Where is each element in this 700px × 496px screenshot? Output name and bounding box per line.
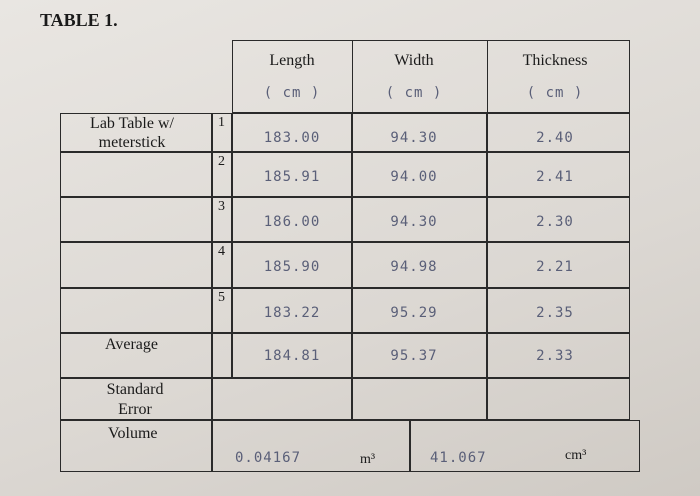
measurement: 95.29 — [390, 305, 438, 321]
column-header: Length — [269, 52, 315, 69]
table-cell — [212, 197, 232, 242]
measurement: 94.30 — [390, 130, 438, 146]
row-number: 2 — [218, 154, 225, 169]
table-cell — [212, 420, 410, 472]
row-number: 5 — [218, 290, 225, 305]
volume-value: 0.04167 — [235, 450, 302, 466]
table-cell — [352, 113, 487, 152]
measurement: 183.22 — [263, 305, 321, 321]
table-cell — [232, 288, 352, 333]
table-cell — [212, 333, 232, 378]
row-number: 3 — [218, 199, 225, 214]
table-cell — [352, 152, 487, 197]
table-cell — [212, 242, 232, 288]
volume-unit: cm³ — [565, 448, 587, 463]
table-cell — [487, 288, 630, 333]
column-header: Thickness — [522, 52, 588, 69]
table-cell — [232, 242, 352, 288]
table-cell — [487, 113, 630, 152]
measurement: 94.00 — [390, 169, 438, 185]
column-unit: ( cm ) — [385, 85, 443, 101]
table-cell — [60, 378, 212, 420]
table-cell — [212, 152, 232, 197]
measurement: 2.30 — [536, 214, 574, 230]
volume-value: 41.067 — [430, 450, 487, 466]
table-cell — [212, 378, 352, 420]
table-cell — [232, 113, 352, 152]
measurement: 185.90 — [263, 259, 321, 275]
table-cell — [212, 288, 232, 333]
table-cell — [60, 113, 212, 152]
table-cell — [352, 197, 487, 242]
table-cell — [352, 333, 487, 378]
row-number: 4 — [218, 244, 225, 259]
table-cell — [487, 378, 630, 420]
average-value: 2.33 — [536, 348, 574, 364]
measurement: 2.41 — [536, 169, 574, 185]
table-cell — [232, 197, 352, 242]
standard-error-label: Standard Error — [106, 381, 164, 418]
measurement: 2.35 — [536, 305, 574, 321]
measurement: 2.40 — [536, 130, 574, 146]
row-number: 1 — [218, 115, 225, 130]
average-value: 184.81 — [263, 348, 321, 364]
table-cell — [212, 113, 232, 152]
table-cell — [352, 288, 487, 333]
column-divider — [487, 40, 488, 113]
table-cell — [60, 420, 212, 472]
row-label: Lab Table w/ meterstick — [90, 115, 174, 151]
measurement: 94.98 — [390, 259, 438, 275]
volume-unit: m³ — [360, 452, 376, 467]
table-cell — [232, 333, 352, 378]
table-cell — [487, 242, 630, 288]
table-cell — [60, 242, 212, 288]
table-cell — [232, 40, 630, 113]
table-cell — [352, 242, 487, 288]
measurement: 185.91 — [263, 169, 321, 185]
column-unit: ( cm ) — [526, 85, 584, 101]
table-cell — [60, 197, 212, 242]
table-cell — [410, 420, 640, 472]
measurement: 2.21 — [536, 259, 574, 275]
table-cell — [60, 152, 212, 197]
table-cell — [60, 333, 212, 378]
table-cell — [352, 378, 487, 420]
average-label: Average — [105, 336, 158, 353]
column-unit: ( cm ) — [263, 85, 321, 101]
table-cell — [487, 197, 630, 242]
table-cell — [60, 288, 212, 333]
measurement: 183.00 — [263, 130, 321, 146]
column-header: Width — [394, 52, 434, 69]
volume-label: Volume — [108, 425, 158, 442]
table-cell — [487, 152, 630, 197]
measurement: 94.30 — [390, 214, 438, 230]
measurement: 186.00 — [263, 214, 321, 230]
column-divider — [352, 40, 353, 113]
table-title: TABLE 1. — [40, 10, 118, 30]
average-value: 95.37 — [390, 348, 438, 364]
table-cell — [232, 152, 352, 197]
table-cell — [487, 333, 630, 378]
